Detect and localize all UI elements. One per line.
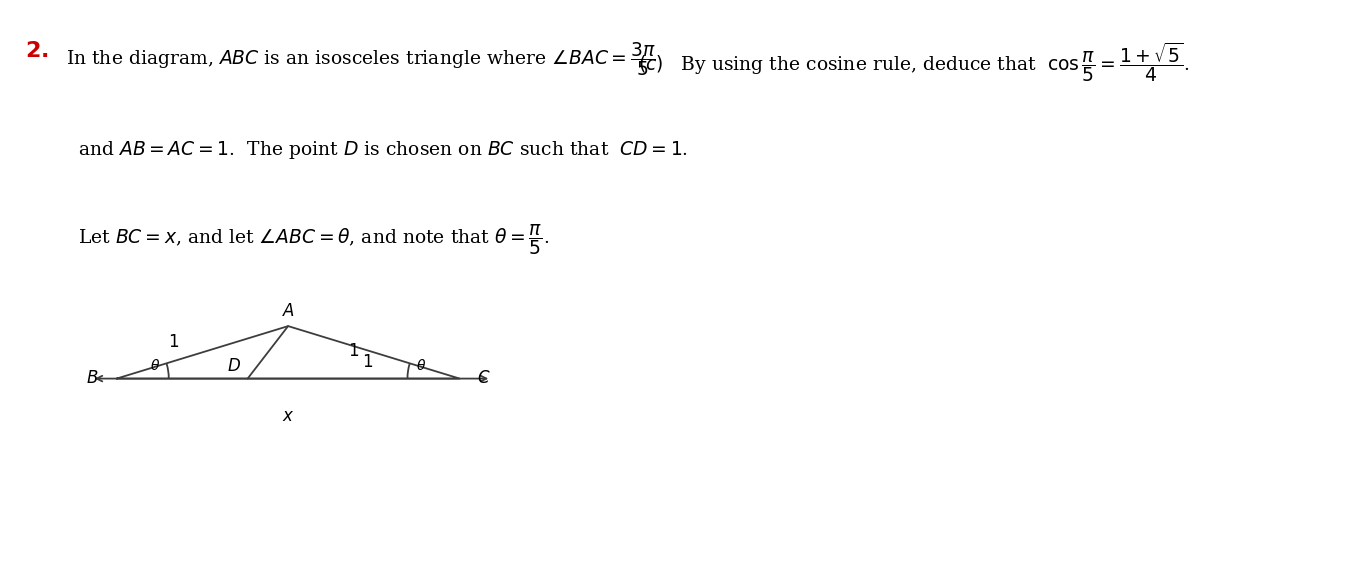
- Text: $(c)$   By using the cosine rule, deduce that  $\cos\dfrac{\pi}{5} = \dfrac{1+\s: $(c)$ By using the cosine rule, deduce t…: [638, 40, 1190, 84]
- Text: $\theta$: $\theta$: [416, 358, 427, 373]
- Text: $x$: $x$: [281, 407, 295, 425]
- Text: $B$: $B$: [86, 370, 99, 387]
- Text: $\theta$: $\theta$: [150, 358, 161, 373]
- Text: $A$: $A$: [281, 303, 295, 320]
- Text: $C$: $C$: [477, 370, 491, 387]
- Text: $1$: $1$: [348, 343, 359, 360]
- Text: Let $\mathit{BC} = x$, and let $\angle \mathit{ABC} = \theta$, and note that $\t: Let $\mathit{BC} = x$, and let $\angle \…: [78, 223, 549, 257]
- Text: $\mathbf{2.}$: $\mathbf{2.}$: [25, 40, 48, 62]
- Text: $1$: $1$: [362, 354, 373, 371]
- Text: In the diagram, $\mathit{ABC}$ is an isosceles triangle where $\angle \mathit{BA: In the diagram, $\mathit{ABC}$ is an iso…: [66, 40, 656, 79]
- Text: $D$: $D$: [226, 358, 240, 375]
- Text: and $\mathit{AB} = \mathit{AC} = 1$.  The point $\mathit{D}$ is chosen on $\math: and $\mathit{AB} = \mathit{AC} = 1$. The…: [78, 139, 689, 161]
- Text: $1$: $1$: [169, 334, 180, 350]
